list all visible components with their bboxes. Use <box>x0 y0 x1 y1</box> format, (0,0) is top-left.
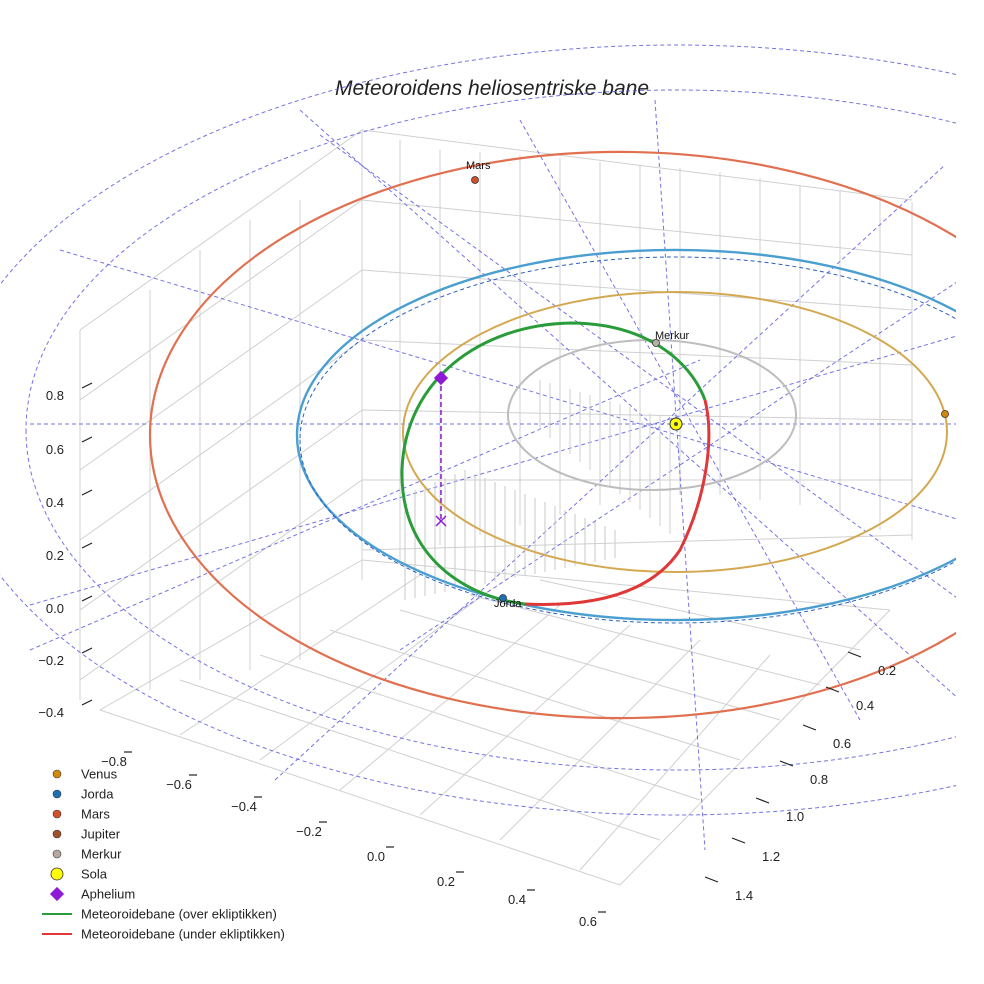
planet-mars <box>471 176 479 184</box>
grid-layer <box>79 129 913 886</box>
y-axis-tick-label: −0.2 <box>296 824 322 839</box>
label-mars: Mars <box>466 160 491 172</box>
sun-core <box>674 422 678 426</box>
x-axis-tick-label: 0.4 <box>856 698 874 713</box>
legend-label-0: Venus <box>81 767 118 782</box>
legend-label-6: Aphelium <box>81 887 135 902</box>
x-axis-tick-mark <box>779 760 794 767</box>
legend-marker-4 <box>52 849 62 859</box>
x-axis-tick-label: 1.0 <box>786 809 804 824</box>
planet-jorda <box>499 594 507 602</box>
legend-label-1: Jorda <box>81 787 114 802</box>
orbit-mars <box>148 150 956 720</box>
legend-label-5: Sola <box>81 867 108 882</box>
z-axis-tick-mark <box>81 436 93 443</box>
legend-label-7: Meteoroidebane (over ekliptikken) <box>81 907 277 922</box>
planet-venus <box>941 410 949 418</box>
z-axis-tick-label: 0.8 <box>46 388 64 403</box>
y-axis-tick-label: 0.4 <box>508 892 526 907</box>
legend-marker-0 <box>52 769 62 779</box>
x-axis-tick-label: 1.2 <box>762 849 780 864</box>
orbit-venus <box>401 291 949 573</box>
label-merkur: Merkur <box>655 330 690 342</box>
x-axis-tick-mark <box>802 724 817 731</box>
z-axis-tick-mark <box>81 542 93 549</box>
x-axis-tick-mark <box>825 686 840 693</box>
legend: Venus Jorda Mars Jupiter Merkur Sola Aphelium M… <box>42 767 285 942</box>
z-axis: 0.8 0.6 0.4 0.2 0.0 −0.2 −0.4 <box>38 382 93 720</box>
x-axis-tick-mark <box>731 837 746 844</box>
y-axis-tick-label: −0.6 <box>166 777 192 792</box>
z-axis-tick-mark <box>81 647 93 654</box>
legend-marker-6 <box>49 886 65 902</box>
z-axis-tick-label: −0.4 <box>38 705 64 720</box>
x-axis-tick-label: 0.2 <box>878 663 896 678</box>
y-axis-tick-label: −0.4 <box>231 799 257 814</box>
legend-label-8: Meteoroidebane (under ekliptikken) <box>81 927 285 942</box>
legend-marker-1 <box>52 789 62 799</box>
y-axis-tick-label: −0.8 <box>101 754 127 769</box>
z-axis-tick-label: 0.4 <box>46 495 64 510</box>
z-axis-tick-label: 0.2 <box>46 548 64 563</box>
z-axis-tick-mark <box>81 699 93 706</box>
y-axis-tick-label: 0.6 <box>579 914 597 929</box>
x-axis-tick-mark <box>755 797 770 804</box>
z-axis-tick-mark <box>81 489 93 496</box>
y-axis: −0.8 −0.6 −0.4 −0.2 0.0 0.2 0.4 0.6 <box>101 751 606 929</box>
z-axis-tick-mark <box>81 595 93 602</box>
x-axis-tick-mark <box>704 876 719 883</box>
z-axis-tick-label: 0.6 <box>46 442 64 457</box>
label-venus: Ve <box>959 406 972 418</box>
x-axis-tick-label: 0.8 <box>810 772 828 787</box>
x-axis-tick-label: 0.6 <box>833 736 851 751</box>
x-axis-tick-mark <box>847 651 862 658</box>
y-axis-tick-label: 0.2 <box>437 874 455 889</box>
legend-label-4: Merkur <box>81 847 122 862</box>
z-axis-tick-mark <box>81 382 93 389</box>
aphelium-marker <box>433 370 449 386</box>
x-axis-tick-label: 1.4 <box>735 888 753 903</box>
y-axis-tick-label: 0.0 <box>367 849 385 864</box>
x-axis: 0.2 0.4 0.6 0.8 1.0 1.2 1.4 <box>704 651 896 903</box>
meteoroid-orbit-below <box>524 399 711 606</box>
orbit-mercury <box>506 339 798 491</box>
planet-merkur <box>652 339 660 347</box>
legend-marker-5 <box>50 867 64 881</box>
chart-title: Meteoroidens heliosentriske bane <box>335 77 649 100</box>
orbit-earth-dashed <box>299 256 956 624</box>
z-axis-tick-label: −0.2 <box>38 653 64 668</box>
legend-marker-2 <box>52 809 62 819</box>
label-jorda: Jorda <box>494 598 522 610</box>
drop-lines <box>404 380 671 600</box>
legend-label-3: Jupiter <box>81 827 121 842</box>
z-axis-tick-label: 0.0 <box>46 601 64 616</box>
legend-label-2: Mars <box>81 807 110 822</box>
aphelium-projection-marker <box>435 515 447 527</box>
legend-marker-3 <box>52 829 62 839</box>
ecliptic-grid <box>0 44 956 851</box>
